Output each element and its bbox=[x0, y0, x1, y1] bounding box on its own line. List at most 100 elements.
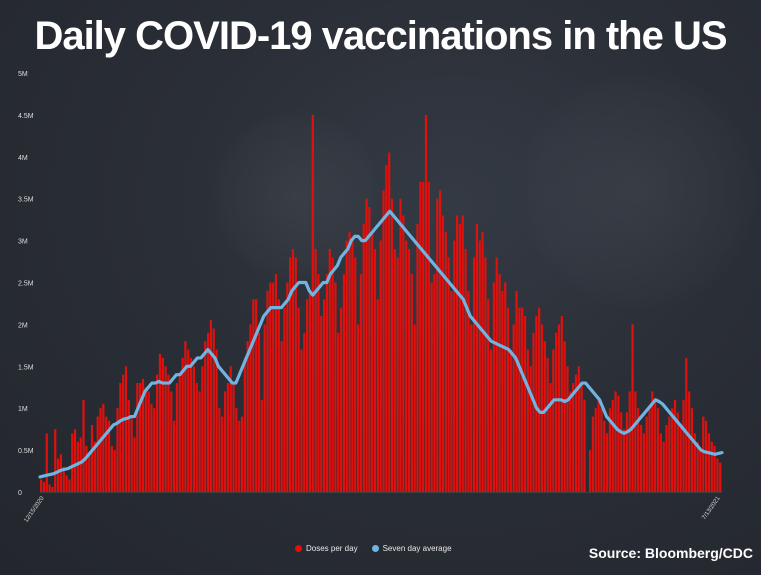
bar bbox=[583, 399, 586, 492]
bar bbox=[444, 232, 447, 492]
bar bbox=[297, 307, 300, 492]
bar bbox=[218, 408, 221, 492]
legend-swatch-doses bbox=[295, 545, 302, 552]
bar bbox=[557, 324, 561, 492]
bar bbox=[713, 445, 716, 492]
bar bbox=[192, 366, 196, 492]
bar bbox=[71, 433, 74, 492]
bar bbox=[388, 152, 391, 493]
bar bbox=[458, 223, 462, 492]
bar bbox=[402, 215, 405, 492]
bar bbox=[294, 257, 297, 492]
bar bbox=[232, 383, 235, 492]
bar bbox=[577, 366, 580, 492]
legend-item-doses: Doses per day bbox=[295, 544, 358, 553]
bar bbox=[673, 399, 677, 492]
bar bbox=[272, 282, 275, 492]
bar bbox=[617, 395, 620, 492]
bar bbox=[59, 454, 63, 492]
bar bbox=[54, 429, 57, 492]
bar bbox=[260, 399, 263, 492]
bar bbox=[405, 240, 408, 492]
bar bbox=[594, 408, 597, 492]
bar bbox=[600, 408, 603, 492]
bar bbox=[263, 324, 266, 492]
bar bbox=[563, 341, 566, 492]
bar bbox=[45, 433, 48, 492]
bar bbox=[255, 299, 258, 492]
bar bbox=[68, 479, 71, 492]
bar bbox=[634, 391, 637, 492]
bar bbox=[127, 399, 130, 492]
bar bbox=[707, 433, 711, 492]
y-tick-label: 2M bbox=[18, 322, 28, 329]
bar bbox=[639, 424, 643, 492]
bar bbox=[249, 324, 252, 492]
bar bbox=[79, 437, 82, 492]
bar bbox=[659, 433, 662, 492]
bar bbox=[269, 282, 272, 492]
bar bbox=[170, 391, 173, 492]
bar bbox=[277, 299, 280, 492]
bar bbox=[487, 299, 490, 492]
bar bbox=[580, 383, 583, 492]
bar bbox=[591, 416, 595, 492]
bar bbox=[475, 223, 479, 492]
bar bbox=[540, 324, 544, 492]
bar bbox=[705, 420, 708, 492]
x-tick-label: 12/15/2020 bbox=[23, 495, 46, 524]
bar bbox=[470, 324, 473, 492]
bar bbox=[342, 274, 346, 492]
bar bbox=[88, 454, 91, 492]
bar bbox=[393, 248, 396, 492]
bar bbox=[526, 349, 529, 492]
bar bbox=[354, 257, 357, 492]
bar bbox=[676, 412, 679, 492]
bar bbox=[317, 274, 320, 492]
legend: Doses per day Seven day average bbox=[295, 544, 452, 553]
bar bbox=[167, 374, 170, 492]
bar bbox=[407, 248, 411, 492]
bar bbox=[110, 445, 113, 492]
y-tick-label: 4M bbox=[18, 155, 28, 162]
bar bbox=[532, 332, 535, 492]
bar bbox=[368, 207, 371, 492]
bar bbox=[238, 420, 241, 492]
bar bbox=[495, 257, 498, 492]
bar bbox=[226, 383, 229, 492]
bar bbox=[625, 412, 628, 492]
bar bbox=[464, 248, 467, 492]
source-credit: Source: Bloomberg/CDC bbox=[588, 545, 753, 561]
bar bbox=[702, 416, 705, 492]
bar bbox=[139, 383, 142, 492]
bar bbox=[498, 274, 501, 492]
bar bbox=[289, 257, 292, 492]
bar bbox=[453, 240, 456, 492]
bar bbox=[303, 332, 306, 492]
bar bbox=[235, 408, 238, 492]
bar bbox=[150, 404, 153, 492]
bar bbox=[450, 290, 453, 492]
bar bbox=[308, 290, 312, 492]
bar bbox=[656, 408, 660, 492]
bar bbox=[164, 366, 167, 492]
bar bbox=[461, 215, 464, 492]
bar bbox=[693, 433, 696, 492]
bar bbox=[589, 450, 592, 492]
bar bbox=[688, 391, 691, 492]
bar bbox=[85, 445, 88, 492]
bar bbox=[136, 383, 139, 492]
bar bbox=[523, 316, 527, 492]
bar bbox=[280, 341, 283, 492]
bar bbox=[348, 232, 351, 492]
bar bbox=[719, 462, 722, 492]
bar bbox=[178, 374, 181, 492]
bar bbox=[286, 282, 289, 492]
bar bbox=[221, 416, 224, 492]
y-axis: 0 0.5M 1M 1.5M 2M 2.5M 3M 3.5M 4M 4.5M 5M bbox=[18, 71, 34, 497]
bar bbox=[144, 387, 147, 492]
bar bbox=[73, 429, 77, 492]
bar bbox=[614, 391, 617, 492]
bar bbox=[373, 248, 377, 492]
bar bbox=[337, 332, 340, 492]
